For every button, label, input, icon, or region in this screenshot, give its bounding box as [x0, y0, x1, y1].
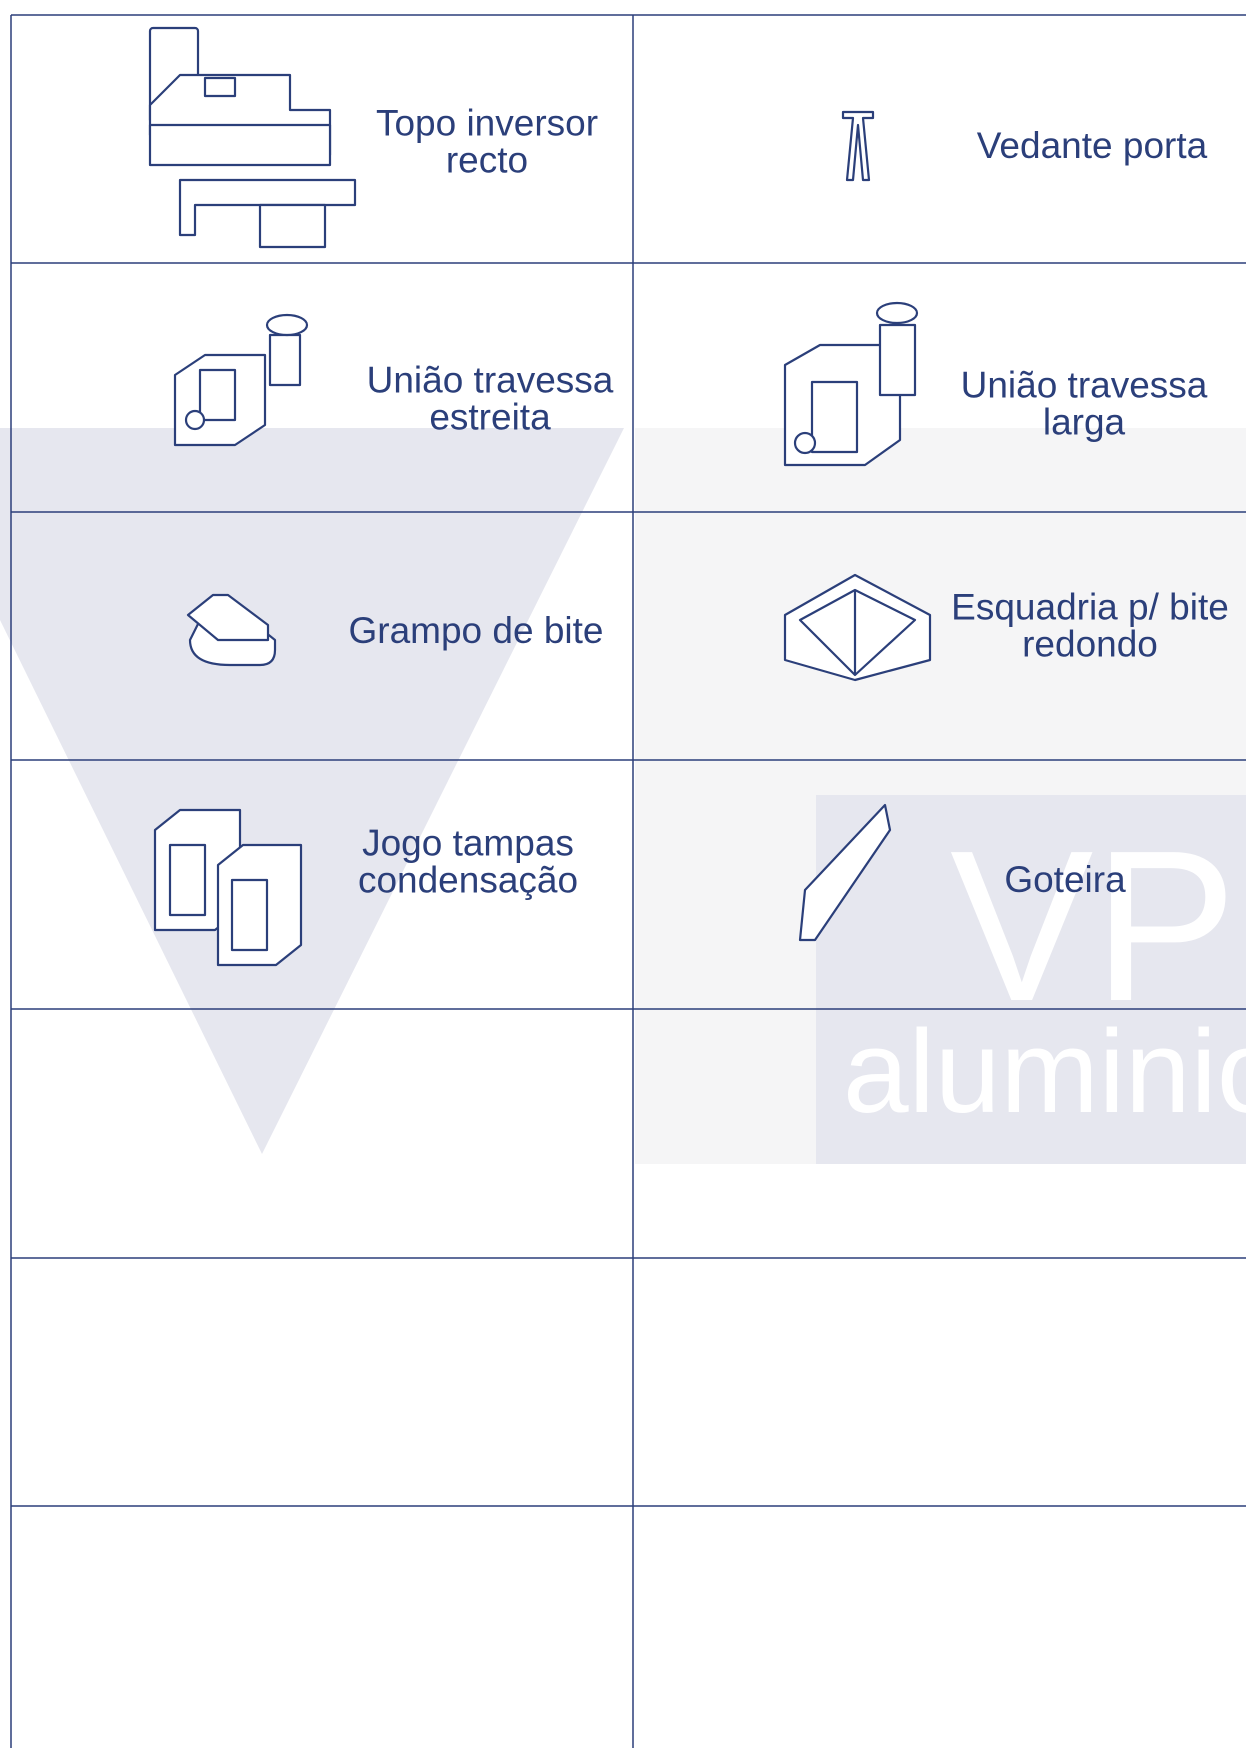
- icon-uniao-larga: [783, 301, 919, 467]
- item-label: Jogo tampas: [362, 822, 574, 863]
- item-label: Grampo de bite: [348, 610, 603, 651]
- icon-tampas: [153, 808, 303, 967]
- item-label: Goteira: [1004, 859, 1126, 900]
- item-label: Esquadria p/ bite: [951, 586, 1229, 627]
- item-label: redondo: [1022, 623, 1158, 664]
- icon-grampo: [186, 593, 277, 667]
- watermark-box: [816, 795, 1246, 1164]
- watermark-word: aluminio: [843, 1006, 1246, 1138]
- icon-vedante: [841, 110, 875, 182]
- item-label: larga: [1043, 401, 1126, 442]
- watermark-triangle: [0, 428, 624, 1154]
- item-label: condensação: [358, 859, 578, 900]
- item-label: estreita: [429, 396, 551, 437]
- watermark-brand: VP: [950, 805, 1237, 1046]
- icon-topo-inversor: [148, 26, 357, 249]
- icon-goteira: [798, 803, 892, 942]
- item-label: recto: [446, 139, 528, 180]
- icon-uniao-estreita: [173, 313, 309, 447]
- item-label: União travessa: [961, 364, 1208, 405]
- table-grid: [10, 14, 1246, 1748]
- item-label: Vedante porta: [977, 125, 1208, 166]
- item-label: Topo inversor: [376, 102, 598, 143]
- item-label: União travessa: [367, 359, 614, 400]
- icon-esquadria: [783, 573, 932, 682]
